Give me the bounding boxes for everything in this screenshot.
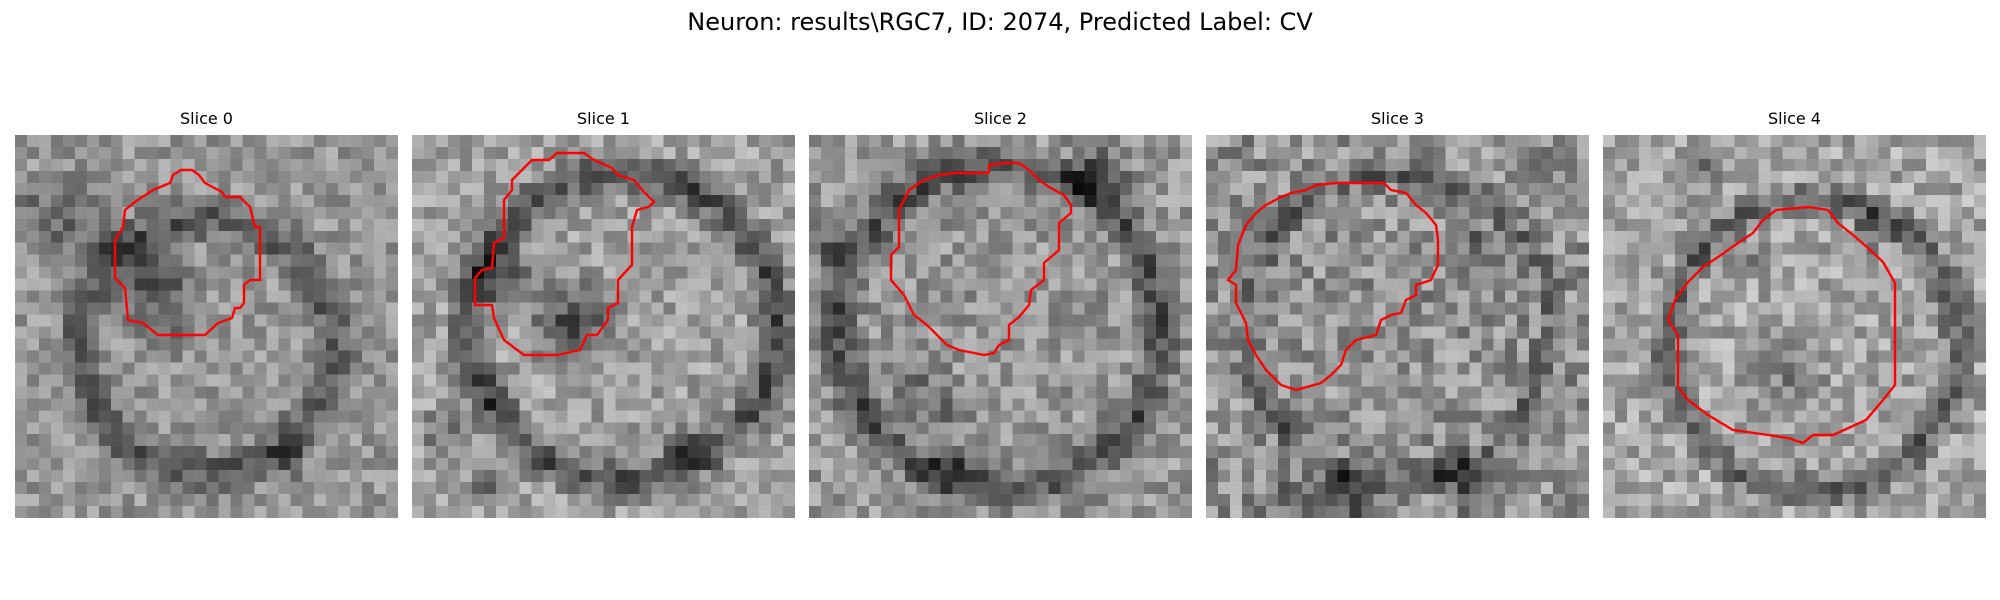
segmentation-contour <box>113 168 262 337</box>
slice-title: Slice 1 <box>577 109 630 128</box>
grayscale-texture <box>15 135 398 518</box>
slice-image <box>412 135 795 518</box>
slice-panel-3: Slice 3 <box>1206 109 1589 518</box>
slice-image <box>1603 135 1986 518</box>
slice-panel-0: Slice 0 <box>15 109 398 518</box>
figure-title: Neuron: results\RGC7, ID: 2074, Predicte… <box>687 8 1313 36</box>
grayscale-texture <box>809 135 1192 518</box>
grayscale-texture <box>1206 135 1589 518</box>
segmentation-contour <box>1226 181 1440 392</box>
grayscale-texture <box>1603 135 1986 518</box>
slice-image <box>1206 135 1589 518</box>
slice-title: Slice 2 <box>974 109 1027 128</box>
slice-title: Slice 0 <box>180 109 233 128</box>
segmentation-contour <box>889 161 1073 357</box>
slice-title: Slice 4 <box>1768 109 1821 128</box>
slice-panel-2: Slice 2 <box>809 109 1192 518</box>
segmentation-contour <box>1666 205 1897 445</box>
slice-image <box>15 135 398 518</box>
slice-panel-4: Slice 4 <box>1603 109 1986 518</box>
slice-image <box>809 135 1192 518</box>
slice-title: Slice 3 <box>1371 109 1424 128</box>
segmentation-contour <box>473 151 656 357</box>
slice-panel-1: Slice 1 <box>412 109 795 518</box>
